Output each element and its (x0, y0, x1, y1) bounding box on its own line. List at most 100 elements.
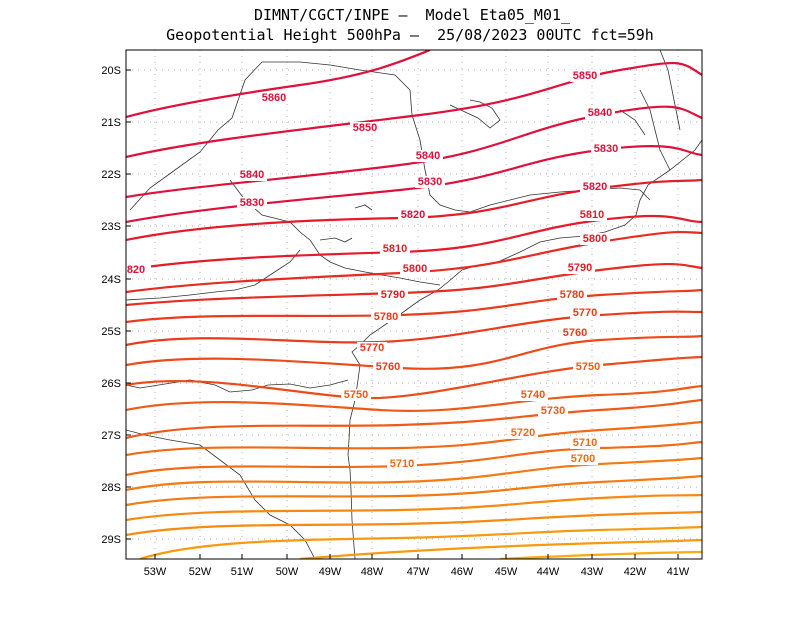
contour-line (126, 493, 702, 522)
lon-tick-label: 43W (581, 566, 604, 578)
contour-line (126, 144, 702, 224)
contour-label-bg (580, 233, 610, 245)
lon-tick-label: 45W (495, 566, 518, 578)
contour-label: 820 (127, 264, 145, 276)
contour-line (126, 62, 702, 159)
contour-label-bg (570, 307, 600, 319)
contour-line (299, 538, 702, 559)
contour-label: 5760 (563, 327, 587, 339)
contour-line (126, 214, 702, 272)
contour-label-bg (415, 176, 445, 188)
axis-ticks: 20S 21S 22S 23S 24S 25S 26S 27S 28S 29S 53W 52W 51W 5… (101, 65, 690, 578)
lon-tick-label: 46W (451, 566, 474, 578)
contour-label: 5750 (576, 361, 600, 373)
contour-label: 5770 (360, 342, 384, 354)
lat-tick-label: 26S (101, 378, 121, 390)
contour-label-bg (585, 107, 615, 119)
border-west (126, 249, 301, 301)
lon-tick-label: 42W (624, 566, 647, 578)
contour-label-bg (259, 92, 289, 104)
contour-line (126, 105, 702, 199)
contour-label-bg (387, 458, 417, 470)
contour-line (126, 288, 702, 324)
contour-line (499, 550, 702, 559)
lat-tick-label: 20S (101, 65, 121, 77)
contour-label: 5810 (383, 243, 407, 255)
lon-tick-label: 49W (319, 566, 342, 578)
lat-tick-label: 21S (101, 117, 121, 129)
lon-tick-label: 53W (144, 566, 167, 578)
state-border-sc-rs (126, 429, 316, 559)
contour-label-bg (237, 197, 267, 209)
contour-label: 5710 (390, 458, 414, 470)
lon-tick-label: 41W (667, 566, 690, 578)
lat-tick-label: 28S (101, 482, 121, 494)
contour-label: 5800 (583, 233, 607, 245)
map-title-line2: Geopotential Height 500hPa – 25/08/2023 … (166, 26, 654, 44)
contour-label: 5800 (403, 263, 427, 275)
lat-tick-label: 24S (101, 274, 121, 286)
contour-label: 5840 (240, 169, 264, 181)
contour-line (126, 230, 702, 294)
contour-label: 5830 (240, 197, 264, 209)
contour-label: 5790 (381, 289, 405, 301)
contour-label-bg (373, 361, 403, 373)
contour-label: 5730 (541, 405, 565, 417)
contour-label-bg (378, 289, 408, 301)
contour-label: 5850 (573, 70, 597, 82)
lon-tick-label: 47W (407, 566, 430, 578)
contour-label: 5740 (521, 389, 545, 401)
contour-label-bg (341, 389, 371, 401)
lon-tick-label: 48W (361, 566, 384, 578)
contour-label: 5820 (583, 181, 607, 193)
contour-label-bg (538, 405, 568, 417)
lon-tick-label: 52W (189, 566, 212, 578)
lon-tick-label: 51W (231, 566, 254, 578)
contour-label-bg (568, 453, 598, 465)
contour-label-bg (580, 181, 610, 193)
contour-label: 5840 (588, 107, 612, 119)
contour-line (126, 334, 702, 370)
lat-tick-label: 25S (101, 326, 121, 338)
contour-label: 5820 (401, 209, 425, 221)
contour-label-bg (357, 342, 387, 354)
contour-label: 5780 (560, 289, 584, 301)
contour-labels: 5850 5860 5840 5850 5840 5830 5840 5830 5820 5830… (121, 70, 621, 470)
contour-line (126, 420, 702, 457)
contour-label: 5830 (594, 143, 618, 155)
contour-label-bg (565, 262, 595, 274)
contour-label-bg (508, 427, 538, 439)
contour-label-bg (237, 169, 267, 181)
contour-label: 5790 (568, 262, 592, 274)
contour-label: 5840 (416, 150, 440, 162)
contour-line (126, 456, 702, 492)
contour-label: 5860 (262, 92, 286, 104)
plot-frame (125, 49, 703, 560)
contour-label: 5810 (580, 209, 604, 221)
contour-line (126, 440, 702, 477)
contour-line (126, 398, 702, 440)
state-border-sp-pr (229, 179, 441, 286)
contour-label: 5750 (344, 389, 368, 401)
contour-label-bg (591, 143, 621, 155)
contour-label: 5770 (573, 307, 597, 319)
contour-label-bg (560, 327, 590, 339)
contour-label-bg (121, 264, 151, 276)
contour-label-bg (573, 361, 603, 373)
contour-label-bg (371, 311, 401, 323)
contour-label-bg (570, 437, 600, 449)
contour-label-bg (413, 150, 443, 162)
contour-label-bg (380, 243, 410, 255)
contour-line (126, 384, 702, 413)
contour-label-bg (577, 209, 607, 221)
contour-label-bg (557, 289, 587, 301)
contour-label-bg (518, 389, 548, 401)
contour-label: 5850 (353, 122, 377, 134)
contour-line (126, 50, 431, 119)
contour-label: 5830 (418, 176, 442, 188)
contour-line (126, 178, 702, 242)
river-lakes (319, 99, 501, 243)
lat-tick-label: 22S (101, 169, 121, 181)
contour-label: 5780 (374, 311, 398, 323)
